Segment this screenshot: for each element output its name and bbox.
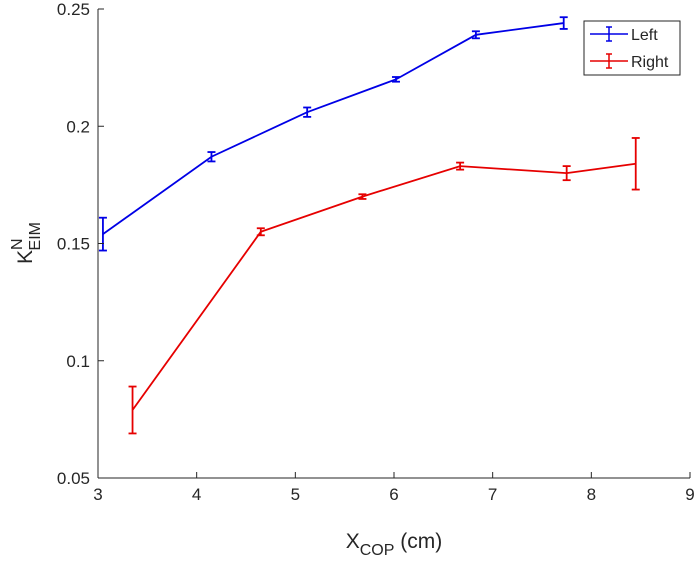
legend-item-left: Left: [590, 26, 658, 44]
y-axis-label-sup: N: [9, 238, 26, 250]
error-bar-left: [98, 216, 107, 252]
error-bar-left: [303, 106, 312, 118]
x-tick-label: 6: [389, 485, 398, 504]
legend-label-right: Right: [631, 54, 669, 71]
legend-label-left: Left: [631, 27, 658, 44]
y-ticks: 0.05 0.1 0.15 0.2 0.25: [57, 0, 104, 488]
y-axis-label: KNEIM: [9, 222, 44, 264]
y-tick-label: 0.15: [57, 235, 90, 254]
error-bar-right: [128, 385, 137, 435]
error-bar-left: [471, 30, 480, 40]
legend: Left Right: [583, 20, 681, 76]
y-axis-label-sub: EIM: [27, 222, 44, 250]
x-tick-label: 3: [93, 485, 102, 504]
legend-item-right: Right: [590, 53, 669, 71]
error-bar-right: [562, 165, 571, 182]
y-tick-label: 0.1: [66, 352, 90, 371]
error-bar-right: [456, 161, 465, 171]
x-axis-label: XCOP (cm): [346, 530, 443, 559]
x-axis-label-main: X: [346, 530, 360, 553]
x-tick-label: 7: [488, 485, 497, 504]
x-tick-label: 8: [587, 485, 596, 504]
y-axis-label-main: K: [14, 250, 37, 264]
series-line-right: [131, 162, 636, 411]
error-bar-right: [631, 137, 640, 191]
series-right: [128, 137, 640, 435]
series-line-left: [102, 22, 564, 235]
x-tick-label: 9: [685, 485, 694, 504]
x-ticks: 3 4 5 6 7 8 9: [93, 472, 695, 504]
error-bar-right: [358, 193, 367, 200]
error-bar-right: [256, 227, 265, 237]
legend-box: [583, 20, 681, 76]
x-axis-label-suffix: (cm): [394, 530, 442, 553]
error-bar-left: [559, 16, 568, 30]
x-tick-label: 4: [192, 485, 201, 504]
series-left: [98, 16, 568, 252]
y-tick-label: 0.25: [57, 0, 90, 19]
series-layer: [98, 16, 640, 435]
error-bar-left: [207, 151, 216, 163]
error-bar-left: [391, 76, 400, 83]
x-axis-label-sub: COP: [360, 542, 395, 559]
y-tick-label: 0.05: [57, 469, 90, 488]
y-tick-label: 0.2: [66, 117, 90, 136]
x-tick-label: 5: [291, 485, 300, 504]
